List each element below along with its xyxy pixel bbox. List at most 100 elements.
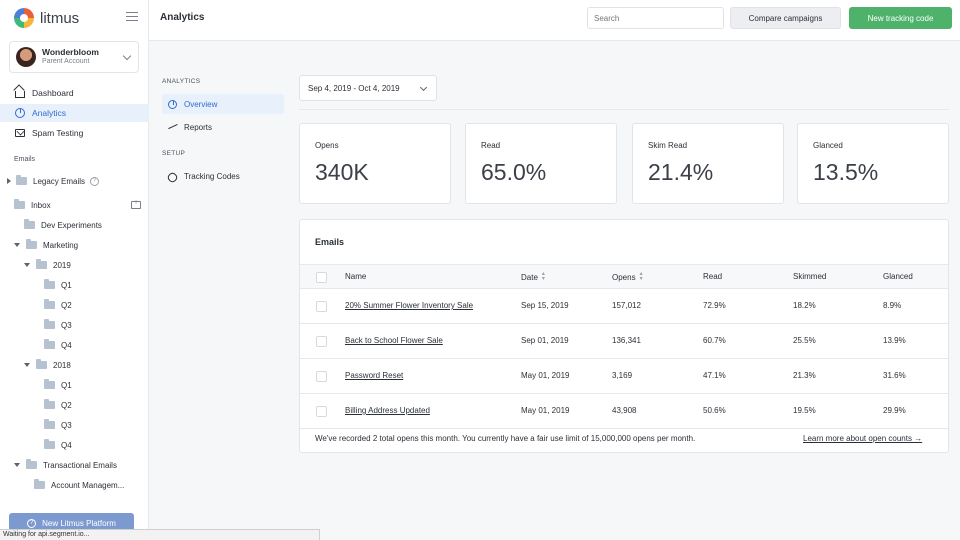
email-skimmed: 25.5% [793,336,816,345]
subnav-reports[interactable]: Reports [162,117,284,137]
date-range-select[interactable]: Sep 4, 2019 - Oct 4, 2019 [299,75,437,101]
tree-legacy-emails[interactable]: Legacy Emails ? [7,174,100,188]
tree-2019-q1[interactable]: Q1 [44,278,72,292]
nav-analytics[interactable]: Analytics [0,104,149,122]
column-opens[interactable]: Opens ▴ ▾ [612,271,643,282]
add-folder-icon[interactable] [131,199,141,209]
select-all-checkbox[interactable] [316,272,327,283]
row-checkbox[interactable] [316,336,327,347]
avatar [16,47,36,67]
tree-label: Legacy Emails [33,176,86,186]
email-name-link[interactable]: Billing Address Updated [345,406,430,415]
account-name: Wonderbloom [42,47,99,57]
subnav-tracking-codes[interactable]: Tracking Codes [162,166,284,186]
folder-icon [16,175,27,185]
caret-down-icon[interactable] [14,463,20,467]
new-tracking-code-button[interactable]: New tracking code [849,7,952,29]
tree-2018[interactable]: 2018 [24,358,71,372]
stat-label: Skim Read [648,141,688,150]
caret-down-icon[interactable] [24,263,30,267]
email-opens: 136,341 [612,336,641,345]
search-input[interactable] [587,7,724,29]
tree-2019[interactable]: 2019 [24,258,71,272]
new-platform-button[interactable]: ? New Litmus Platform [9,513,134,533]
brand[interactable]: litmus [14,7,79,29]
tree-label: Q4 [61,340,72,350]
brand-name: litmus [40,9,80,27]
pie-chart-icon [15,108,25,118]
folder-icon [26,239,37,249]
nav-analytics-label: Analytics [32,108,67,118]
tree-dev-experiments[interactable]: Dev Experiments [24,218,102,232]
email-skimmed: 21.3% [793,371,816,380]
emails-section-label: Emails [14,156,36,163]
tree-2018-q4[interactable]: Q4 [44,438,72,452]
column-name: Name [345,272,367,281]
email-name-link[interactable]: Password Reset [345,371,404,380]
folder-icon [36,359,47,369]
folder-icon [44,399,55,409]
folder-icon [26,459,37,469]
table-row: Back to School Flower Sale Sep 01, 2019 … [300,324,948,359]
sort-icon[interactable]: ▴ ▾ [639,271,643,282]
folder-icon [44,339,55,349]
tree-2018-q2[interactable]: Q2 [44,398,72,412]
tree-label: Q1 [61,280,72,290]
email-read: 72.9% [703,301,726,310]
table-row: Billing Address Updated May 01, 2019 43,… [300,394,948,429]
tree-label: Marketing [43,240,79,250]
row-checkbox[interactable] [316,301,327,312]
tree-2019-q2[interactable]: Q2 [44,298,72,312]
panel-title: Emails [315,237,345,247]
subnav-overview[interactable]: Overview [162,94,284,114]
account-subtitle: Parent Account [42,58,90,65]
tree-label: 2018 [53,360,71,370]
sort-icon[interactable]: ▴ ▾ [541,271,545,282]
help-icon[interactable]: ? [90,176,100,186]
column-date[interactable]: Date ▴ ▾ [521,271,545,282]
tree-label: Account Managem... [51,480,125,490]
chevron-down-icon [122,51,132,61]
tree-2019-q4[interactable]: Q4 [44,338,72,352]
email-opens: 157,012 [612,301,641,310]
page-title: Analytics [160,12,205,23]
chevron-down-icon [419,83,428,92]
emails-panel: Emails Name Date ▴ ▾ Opens ▴ ▾ Read Skimmed … [299,219,949,453]
tree-inbox[interactable]: Inbox [14,198,51,212]
stat-card-opens: Opens 340K [299,123,451,204]
nav-spam-testing[interactable]: Spam Testing [0,124,149,142]
home-icon [15,91,25,98]
learn-more-link[interactable]: Learn more about open counts → [803,434,923,443]
tree-2019-q3[interactable]: Q3 [44,318,72,332]
tree-2018-q3[interactable]: Q3 [44,418,72,432]
tree-marketing[interactable]: Marketing [14,238,78,252]
nav-dashboard[interactable]: Dashboard [0,84,149,102]
tree-account-management[interactable]: Account Managem... [34,478,124,492]
tree-label: Q1 [61,380,72,390]
email-skimmed: 19.5% [793,406,816,415]
tree-label: Inbox [31,200,51,210]
folder-icon [44,319,55,329]
tree-label: Q3 [61,320,72,330]
folder-icon [34,479,45,489]
row-checkbox[interactable] [316,371,327,382]
column-skimmed: Skimmed [793,272,827,281]
subnav-reports-label: Reports [184,122,213,132]
stat-value: 21.4% [648,159,714,185]
row-checkbox[interactable] [316,406,327,417]
subnav-setup-label: SETUP [162,150,186,157]
collapse-sidebar-icon[interactable] [126,12,138,22]
email-name-link[interactable]: Back to School Flower Sale [345,336,443,345]
trend-icon [168,123,177,132]
account-switcher[interactable]: Wonderbloom Parent Account [9,41,139,73]
caret-down-icon[interactable] [14,243,20,247]
email-skimmed: 18.2% [793,301,816,310]
compare-campaigns-button[interactable]: Compare campaigns [730,7,841,29]
caret-down-icon[interactable] [24,363,30,367]
caret-right-icon[interactable] [7,178,11,184]
email-name-link[interactable]: 20% Summer Flower Inventory Sale [345,301,474,310]
tree-2018-q1[interactable]: Q1 [44,378,72,392]
new-platform-label: New Litmus Platform [42,518,116,528]
tree-transactional[interactable]: Transactional Emails [14,458,117,472]
tree-label: Transactional Emails [43,460,117,470]
